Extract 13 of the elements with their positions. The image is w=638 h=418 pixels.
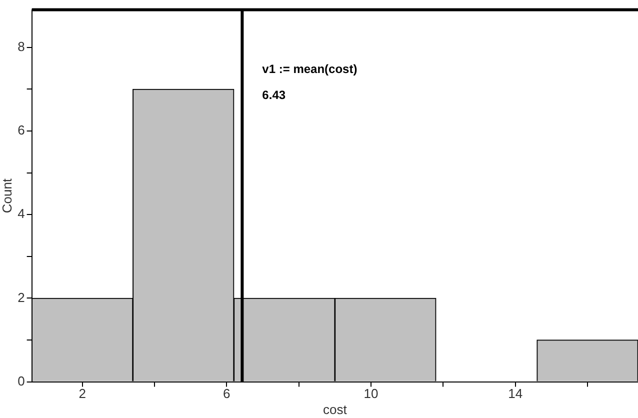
x-tick-label: 14 — [508, 386, 523, 402]
x-tick-label: 10 — [364, 386, 378, 402]
x-axis-title: cost — [322, 402, 348, 417]
y-tick-label: 8 — [18, 38, 25, 54]
y-axis-title: Count — [0, 178, 14, 214]
x-tick-label: 2 — [78, 386, 86, 402]
ref-line-label: v1 := mean(cost) — [262, 62, 358, 76]
x-tick-label: 6 — [223, 386, 230, 402]
y-tick-label: 4 — [18, 206, 25, 222]
y-tick-label: 0 — [18, 373, 25, 388]
annotation: 6.43 — [262, 88, 286, 102]
y-tick-label: 2 — [18, 290, 25, 305]
y-tick-label: 6 — [18, 122, 25, 138]
